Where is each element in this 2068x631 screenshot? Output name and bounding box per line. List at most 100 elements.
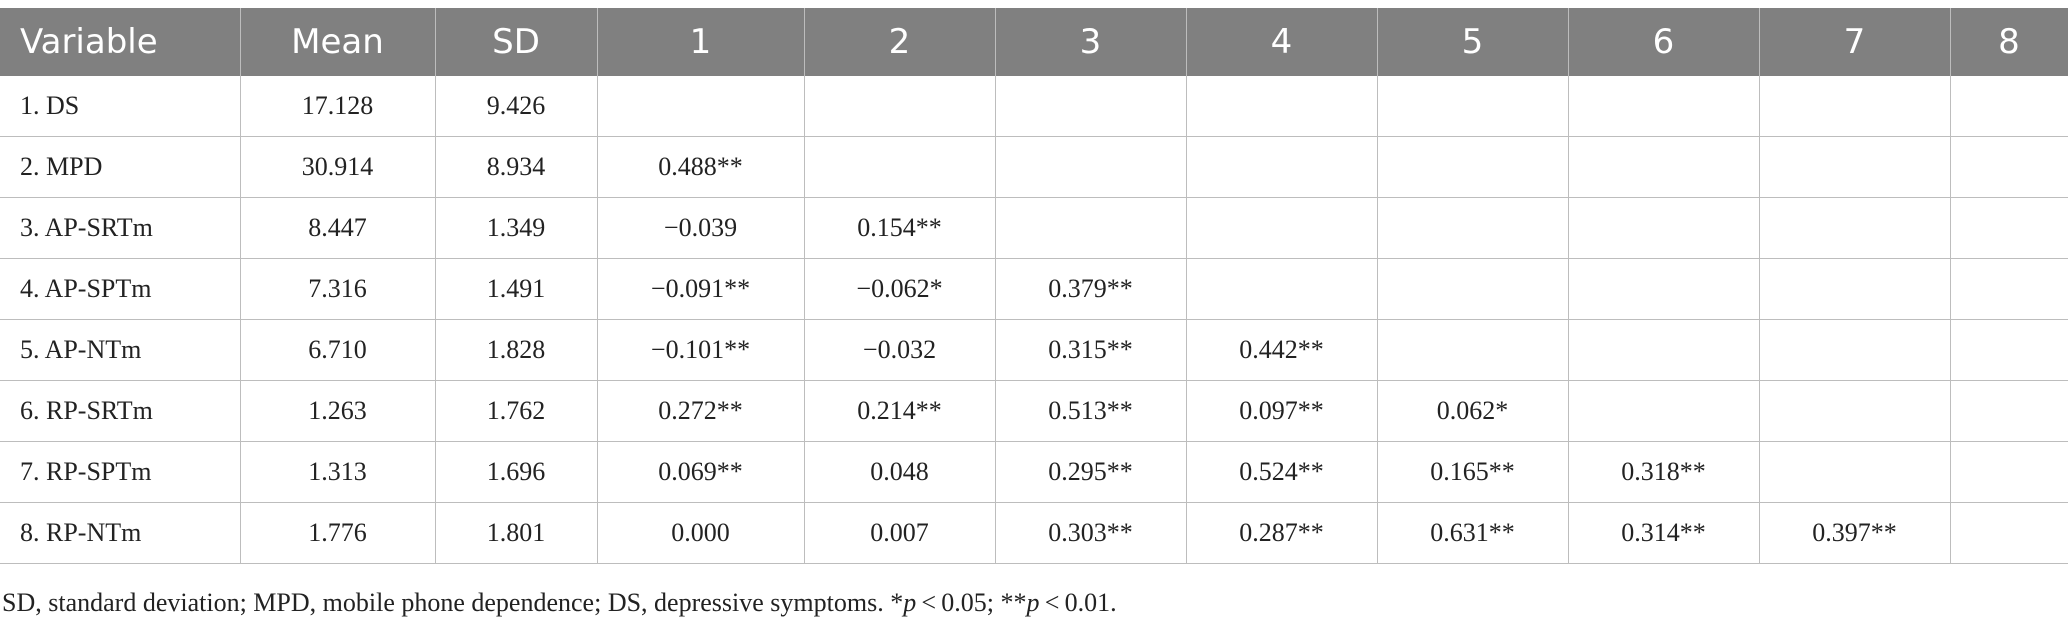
- table-cell: [1568, 319, 1760, 381]
- table-cell: 1.696: [435, 441, 598, 503]
- table-cell: 0.397**: [1759, 502, 1951, 564]
- row-label: 8. RP-NTm: [0, 502, 241, 564]
- table-cell: 0.488**: [597, 136, 805, 198]
- table-cell: 17.128: [240, 76, 436, 137]
- table-cell: 1.776: [240, 502, 436, 564]
- correlation-table-container: Variable Mean SD 1 2 3 4 5 6 7 8 1. DS 17.128 9.426 2…: [0, 8, 2068, 564]
- table-cell: 8.447: [240, 197, 436, 259]
- table-cell: 0.069**: [597, 441, 805, 503]
- column-header-3: 3: [995, 8, 1187, 76]
- row-label: 6. RP-SRTm: [0, 380, 241, 442]
- table-cell: [995, 136, 1187, 198]
- table-cell: [597, 76, 805, 137]
- table-cell: 0.048: [804, 441, 996, 503]
- column-header-sd: SD: [435, 8, 598, 76]
- table-row: 5. AP-NTm 6.710 1.828 −0.101** −0.032 0.315**…: [0, 319, 2068, 381]
- table-cell: 0.379**: [995, 258, 1187, 320]
- table-row: 3. AP-SRTm 8.447 1.349 −0.039 0.154**: [0, 197, 2068, 259]
- table-cell: [1568, 76, 1760, 137]
- table-cell: [1950, 258, 2068, 320]
- table-cell: [995, 197, 1187, 259]
- table-cell: 0.097**: [1186, 380, 1378, 442]
- table-cell: 0.315**: [995, 319, 1187, 381]
- table-cell: 0.007: [804, 502, 996, 564]
- table-cell: −0.039: [597, 197, 805, 259]
- table-cell: 1.762: [435, 380, 598, 442]
- column-header-1: 1: [597, 8, 805, 76]
- table-cell: 0.524**: [1186, 441, 1378, 503]
- table-cell: 0.214**: [804, 380, 996, 442]
- table-cell: [1950, 76, 2068, 137]
- table-cell: [1759, 380, 1951, 442]
- correlation-table: Variable Mean SD 1 2 3 4 5 6 7 8 1. DS 17.128 9.426 2…: [0, 8, 2068, 564]
- table-cell: [1186, 197, 1378, 259]
- table-cell: [1377, 76, 1569, 137]
- table-body: 1. DS 17.128 9.426 2. MPD 30.914 8.934 0.488**…: [0, 76, 2068, 564]
- table-cell: 0.631**: [1377, 502, 1569, 564]
- table-cell: 0.513**: [995, 380, 1187, 442]
- table-cell: [1759, 441, 1951, 503]
- table-cell: −0.032: [804, 319, 996, 381]
- table-cell: [1759, 197, 1951, 259]
- table-cell: [1568, 258, 1760, 320]
- table-cell: 1.263: [240, 380, 436, 442]
- table-row: 4. AP-SPTm 7.316 1.491 −0.091** −0.062* 0.379…: [0, 258, 2068, 320]
- row-label: 2. MPD: [0, 136, 241, 198]
- table-cell: −0.091**: [597, 258, 805, 320]
- table-cell: [1186, 76, 1378, 137]
- table-cell: 0.314**: [1568, 502, 1760, 564]
- column-header-variable: Variable: [0, 8, 241, 76]
- table-cell: [1568, 380, 1760, 442]
- table-cell: 0.287**: [1186, 502, 1378, 564]
- table-cell: 0.295**: [995, 441, 1187, 503]
- table-cell: [1568, 136, 1760, 198]
- table-cell: [1950, 136, 2068, 198]
- column-header-8: 8: [1950, 8, 2068, 76]
- table-cell: 0.318**: [1568, 441, 1760, 503]
- table-row: 1. DS 17.128 9.426: [0, 76, 2068, 137]
- table-cell: [1377, 319, 1569, 381]
- table-row: 7. RP-SPTm 1.313 1.696 0.069** 0.048 0.295** 0…: [0, 441, 2068, 503]
- table-cell: [1759, 319, 1951, 381]
- table-cell: 7.316: [240, 258, 436, 320]
- table-cell: [1950, 197, 2068, 259]
- table-cell: [1759, 76, 1951, 137]
- footnote-mid: < 0.05; **: [916, 588, 1027, 617]
- table-cell: [1377, 197, 1569, 259]
- table-cell: [1759, 136, 1951, 198]
- table-cell: 0.442**: [1186, 319, 1378, 381]
- footnote-prefix: SD, standard deviation; MPD, mobile phon…: [2, 588, 904, 617]
- footnote-p-italic-2: p: [1026, 588, 1040, 617]
- table-cell: 0.000: [597, 502, 805, 564]
- table-footnote: SD, standard deviation; MPD, mobile phon…: [2, 588, 1117, 618]
- table-cell: 0.165**: [1377, 441, 1569, 503]
- table-cell: −0.062*: [804, 258, 996, 320]
- footnote-p-italic-1: p: [903, 588, 917, 617]
- table-cell: [804, 136, 996, 198]
- table-cell: 9.426: [435, 76, 598, 137]
- table-row: 8. RP-NTm 1.776 1.801 0.000 0.007 0.303** 0.28…: [0, 502, 2068, 564]
- column-header-6: 6: [1568, 8, 1760, 76]
- table-cell: 0.062*: [1377, 380, 1569, 442]
- table-row: 2. MPD 30.914 8.934 0.488**: [0, 136, 2068, 198]
- column-header-mean: Mean: [240, 8, 436, 76]
- table-cell: [1950, 319, 2068, 381]
- table-cell: [1950, 502, 2068, 564]
- table-cell: [1377, 136, 1569, 198]
- table-cell: 30.914: [240, 136, 436, 198]
- table-cell: [804, 76, 996, 137]
- row-label: 7. RP-SPTm: [0, 441, 241, 503]
- table-cell: 1.491: [435, 258, 598, 320]
- table-cell: [995, 76, 1187, 137]
- table-cell: [1759, 258, 1951, 320]
- footnote-suffix: < 0.01.: [1039, 588, 1117, 617]
- column-header-2: 2: [804, 8, 996, 76]
- table-cell: 0.303**: [995, 502, 1187, 564]
- table-cell: 1.313: [240, 441, 436, 503]
- row-label: 4. AP-SPTm: [0, 258, 241, 320]
- column-header-5: 5: [1377, 8, 1569, 76]
- column-header-4: 4: [1186, 8, 1378, 76]
- table-cell: 1.349: [435, 197, 598, 259]
- table-cell: [1950, 380, 2068, 442]
- table-cell: 1.828: [435, 319, 598, 381]
